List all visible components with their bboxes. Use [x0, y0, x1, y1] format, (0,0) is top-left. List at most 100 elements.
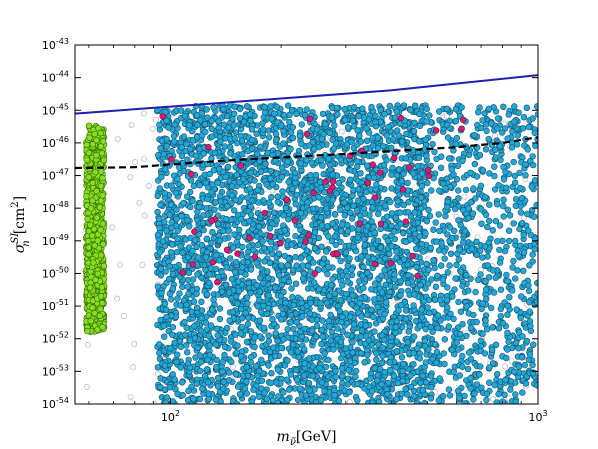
data-point: [453, 176, 461, 183]
data-point: [500, 103, 507, 111]
data-point: [280, 111, 288, 119]
data-point: [189, 247, 196, 255]
data-point: [332, 241, 339, 249]
data-point: [388, 171, 395, 178]
data-point: [410, 302, 417, 309]
data-point: [363, 124, 370, 132]
data-point: [370, 255, 377, 262]
data-point: [422, 136, 429, 143]
data-point: [272, 244, 279, 251]
data-point: [272, 353, 279, 360]
data-point: [267, 379, 275, 387]
data-point: [198, 241, 206, 249]
data-point: [472, 195, 479, 202]
data-point: [278, 316, 285, 323]
data-point: [512, 391, 519, 398]
data-point: [231, 207, 238, 214]
data-point: [462, 228, 469, 235]
data-point: [333, 104, 341, 112]
data-point: [218, 268, 225, 276]
data-point: [510, 220, 517, 227]
data-point: [343, 319, 351, 327]
data-point: [261, 324, 268, 332]
data-point: [478, 384, 485, 391]
data-points: [82, 102, 538, 404]
data-point: [347, 166, 354, 174]
data-point: [206, 342, 213, 349]
data-point: [193, 380, 201, 387]
data-point: [197, 352, 204, 359]
data-point: [166, 211, 173, 218]
data-point: [284, 326, 291, 333]
data-point: [513, 306, 520, 313]
data-point: [237, 353, 245, 360]
data-point: [127, 393, 134, 400]
data-point: [190, 395, 197, 402]
data-point: [166, 290, 174, 297]
data-point: [186, 337, 194, 344]
data-point: [181, 318, 188, 326]
data-point: [433, 349, 441, 356]
data-point: [293, 367, 300, 374]
data-point: [436, 187, 443, 194]
data-point: [404, 391, 411, 398]
data-point: [427, 244, 434, 252]
data-point: [516, 184, 524, 192]
data-point: [421, 399, 428, 404]
data-point: [485, 105, 493, 113]
data-point: [440, 393, 447, 400]
data-point: [508, 358, 515, 365]
data-point: [250, 246, 257, 254]
data-point: [398, 177, 405, 185]
data-point: [238, 315, 246, 322]
data-point: [390, 372, 398, 380]
data-point: [508, 144, 516, 151]
data-point: [472, 288, 479, 296]
data-point: [337, 257, 344, 265]
data-point: [423, 152, 430, 160]
data-point: [373, 181, 380, 188]
data-point: [190, 298, 198, 305]
data-point: [260, 279, 267, 287]
data-point: [194, 271, 201, 278]
data-point: [318, 243, 325, 250]
data-point: [275, 393, 282, 400]
data-point: [416, 225, 423, 232]
data-point: [339, 372, 346, 380]
data-point: [369, 387, 376, 395]
data-point: [308, 327, 316, 335]
data-point: [449, 293, 456, 300]
data-point: [273, 217, 280, 224]
data-point: [380, 336, 388, 344]
data-point: [431, 341, 439, 348]
data-point: [475, 108, 482, 116]
data-point: [369, 204, 376, 211]
data-point: [506, 294, 513, 301]
data-point: [204, 184, 212, 191]
data-point: [312, 171, 320, 179]
data-point: [441, 255, 448, 262]
data-point: [471, 390, 478, 397]
data-point: [274, 366, 282, 373]
data-point: [186, 223, 193, 230]
data-point: [504, 346, 511, 353]
data-point: [243, 103, 251, 110]
data-point: [277, 234, 284, 241]
data-point: [267, 103, 274, 110]
data-point: [501, 247, 509, 255]
data-point: [455, 387, 462, 394]
data-point: [154, 192, 161, 200]
data-point: [229, 308, 237, 316]
data-point: [422, 285, 429, 292]
data-point: [330, 145, 338, 152]
data-point: [120, 313, 127, 319]
data-point: [307, 172, 314, 179]
data-point: [233, 238, 241, 246]
data-point: [247, 328, 255, 335]
data-point: [413, 263, 420, 271]
data-point: [491, 163, 498, 170]
data-point: [311, 245, 319, 252]
data-point: [335, 179, 342, 187]
data-point: [448, 166, 455, 173]
